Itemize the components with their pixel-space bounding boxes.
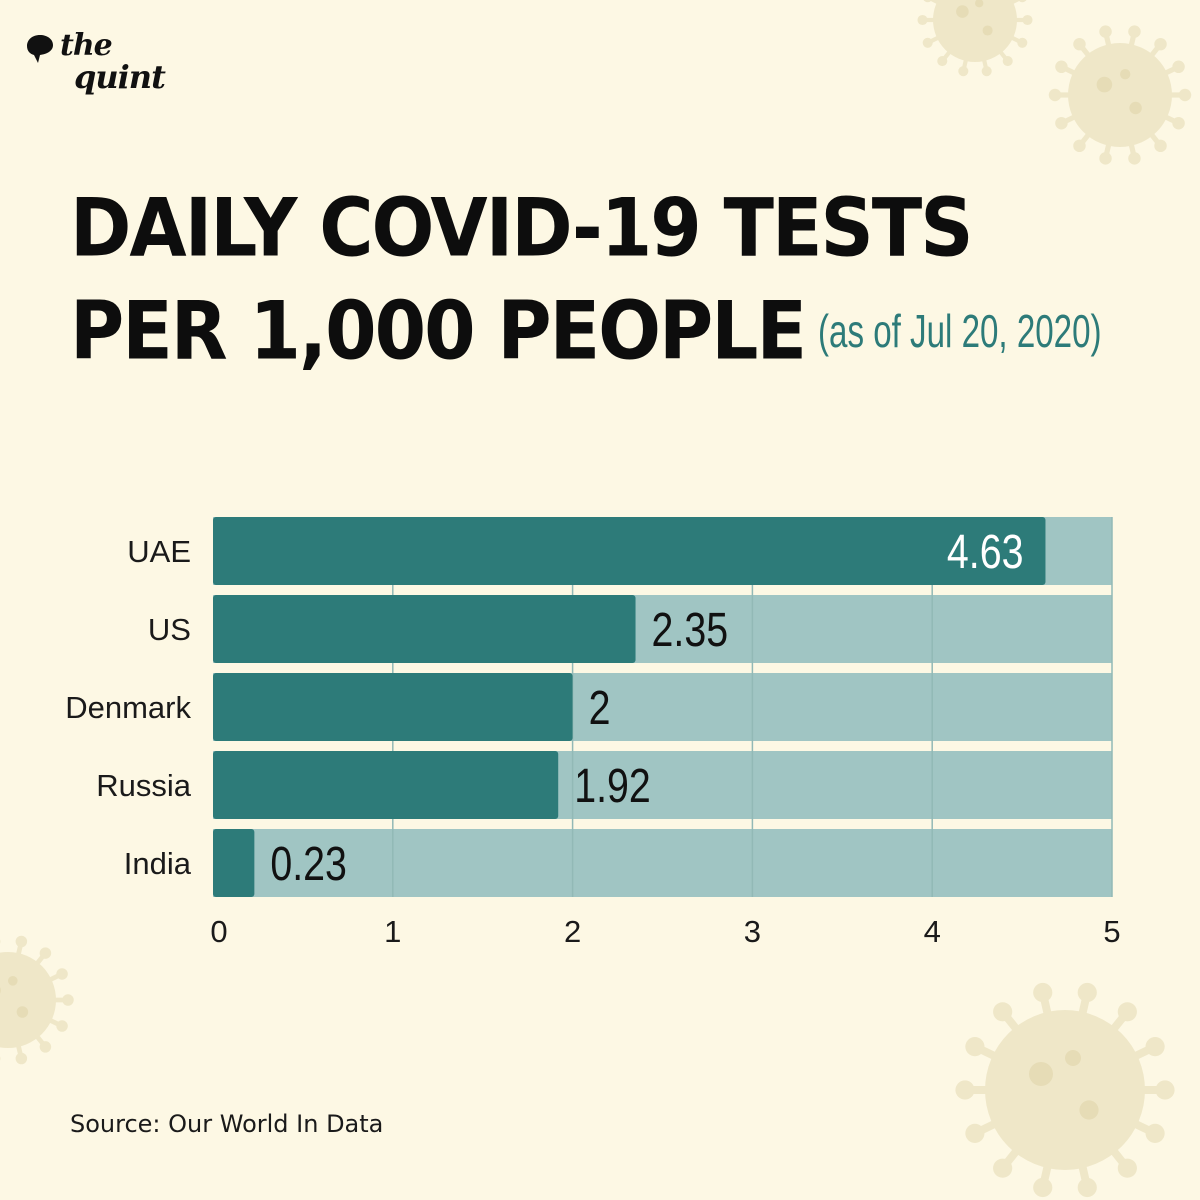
bar-us [213, 595, 636, 663]
data-label: 0.23 [270, 837, 347, 891]
category-labels: UAE US Denmark Russia India [65, 534, 192, 881]
x-tick-label: 3 [744, 914, 761, 949]
logo-text-quint: quint [74, 58, 166, 96]
virus-icon [1048, 25, 1192, 165]
category-label: Denmark [65, 690, 191, 725]
virus-icon [917, 0, 1033, 77]
data-label: 2.35 [652, 603, 729, 657]
bar-chart: UAE US Denmark Russia India 4.63 2.35 2 1.92 0.2… [65, 517, 1121, 949]
bar-track [213, 829, 1112, 897]
category-label: US [148, 612, 191, 647]
value-labels: 4.63 2.35 2 1.92 0.23 [270, 525, 1023, 891]
logo-text-the: the [60, 28, 113, 63]
chart-title-line-1: DAILY COVID-19 TESTS [70, 182, 974, 275]
data-label: 1.92 [574, 759, 651, 813]
x-tick-label: 2 [564, 914, 581, 949]
virus-icon [0, 935, 74, 1065]
category-label: UAE [127, 534, 191, 569]
x-tick-label: 5 [1103, 914, 1120, 949]
the-quint-logo[interactable]: the quint [26, 28, 166, 108]
speech-bubble-icon [27, 35, 53, 63]
virus-icon [955, 982, 1175, 1198]
bars [213, 517, 1046, 897]
bar-india [213, 829, 255, 897]
data-label: 2 [589, 681, 611, 735]
x-tick-label: 1 [384, 914, 401, 949]
x-tick-label: 0 [210, 914, 227, 949]
category-label: Russia [96, 768, 192, 803]
data-label: 4.63 [947, 525, 1024, 579]
bar-russia [213, 751, 559, 819]
chart-title-line-2: PER 1,000 PEOPLE [70, 285, 807, 378]
x-tick-label: 4 [924, 914, 941, 949]
x-axis-ticks: 0 1 2 3 4 5 [210, 914, 1120, 949]
bar-uae [213, 517, 1046, 585]
bar-denmark [213, 673, 573, 741]
source-note: Source: Our World In Data [70, 1110, 384, 1138]
chart-subtitle: (as of Jul 20, 2020) [818, 305, 1102, 357]
category-label: India [124, 846, 192, 881]
